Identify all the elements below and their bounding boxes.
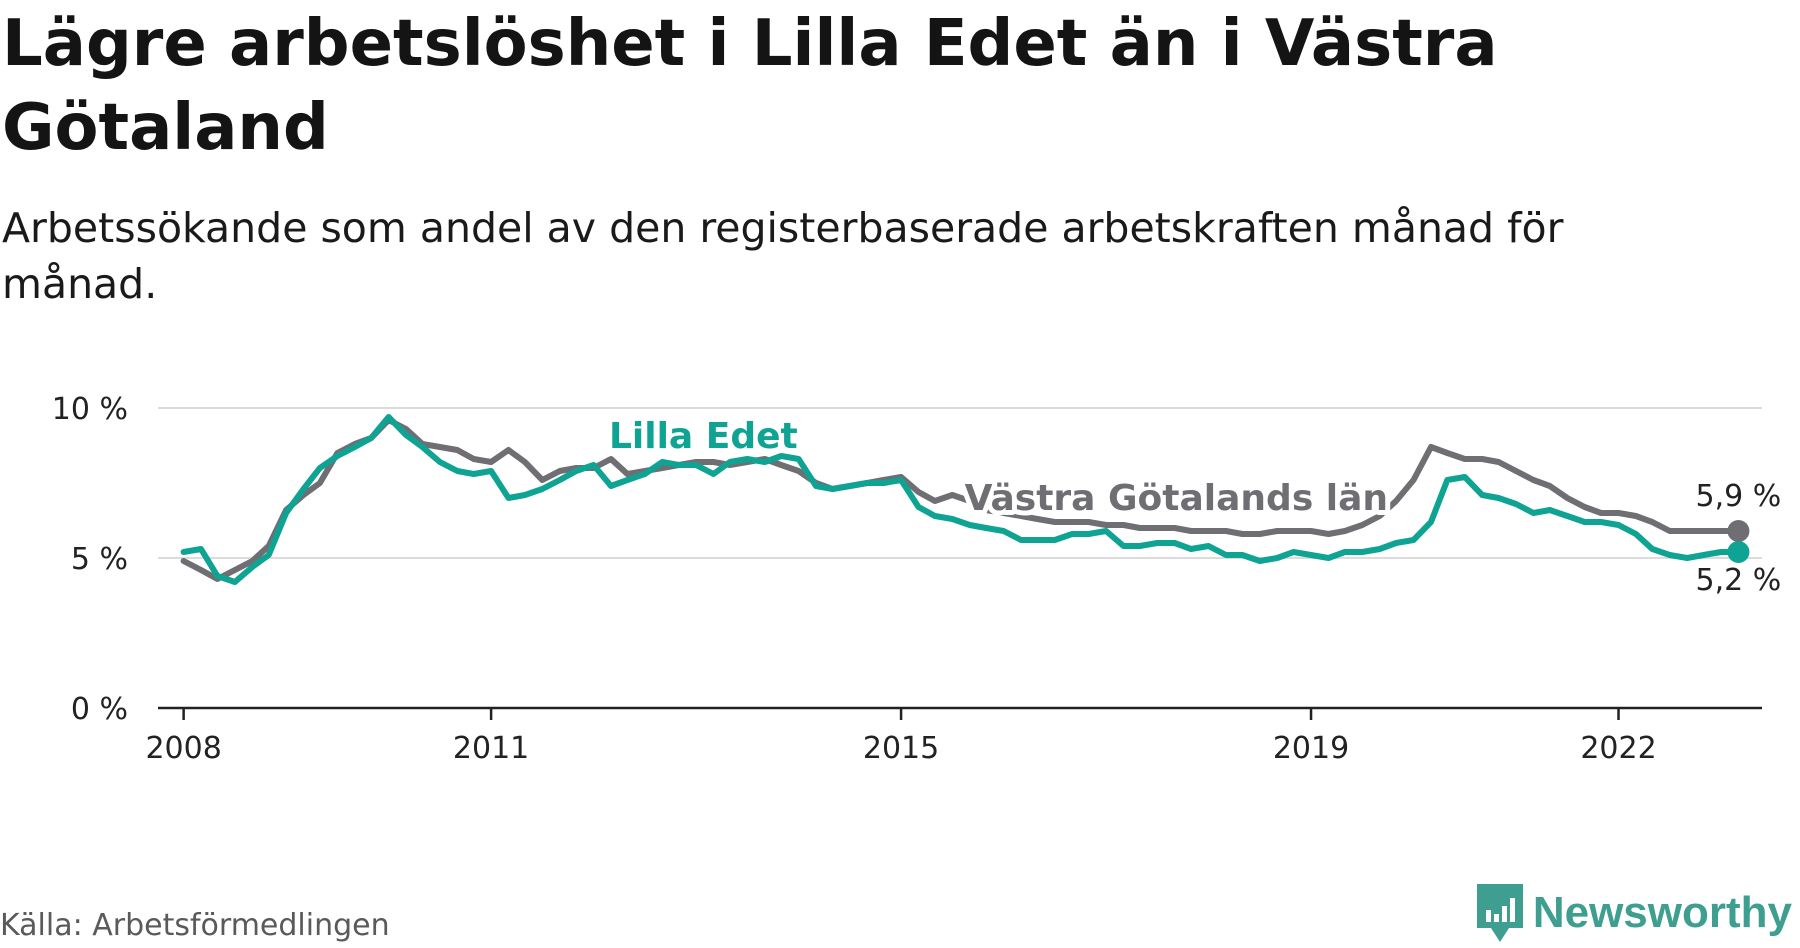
- series-end-marker: [1727, 520, 1750, 542]
- x-tick-label: 2015: [863, 731, 939, 766]
- series-end-marker: [1727, 541, 1750, 563]
- x-tick-label: 2011: [453, 731, 529, 766]
- chart-subtitle: Arbetssökande som andel av den registerb…: [2, 204, 1564, 308]
- y-tick-label: 10 %: [52, 392, 128, 427]
- end-value-label-vastra-gotaland: 5,9 %: [1696, 479, 1782, 514]
- series-label-lilla-edet: Lilla Edet: [609, 416, 798, 457]
- series-label-vastra-gotaland-halo: Västra Götalands län: [965, 478, 1388, 519]
- brand-name: Newsworthy: [1532, 888, 1792, 937]
- brand-logo: Newsworthy: [1476, 884, 1792, 942]
- series-line: [180, 417, 1742, 582]
- y-tick-label: 5 %: [71, 542, 128, 577]
- y-axis-ticks: 0 % 5 % 10 %: [52, 392, 128, 727]
- source-note: Källa: Arbetsförmedlingen: [0, 908, 390, 943]
- series-label-lilla-edet-halo: Lilla Edet: [609, 416, 798, 457]
- series-line: [180, 414, 1742, 585]
- x-tick-label: 2019: [1273, 731, 1349, 766]
- series-label-vastra-gotaland: Västra Götalands län: [965, 478, 1388, 519]
- end-value-label-lilla-edet: 5,2 %: [1696, 563, 1782, 598]
- x-tick-label: 2008: [145, 731, 221, 766]
- series-lines: [180, 414, 1750, 585]
- gridlines: [158, 407, 1762, 559]
- line-chart: 0 % 5 % 10 % 2008 2011 2015 2019 2022 Lilla Ed…: [52, 392, 1782, 766]
- y-tick-label: 0 %: [71, 692, 128, 727]
- x-axis: 2008 2011 2015 2019 2022: [145, 706, 1762, 766]
- chart-title: Lägre arbetslöshet i Lilla Edet än i Väs…: [2, 7, 1498, 165]
- newsworthy-logo-icon: [1476, 884, 1523, 942]
- x-tick-label: 2022: [1580, 731, 1656, 766]
